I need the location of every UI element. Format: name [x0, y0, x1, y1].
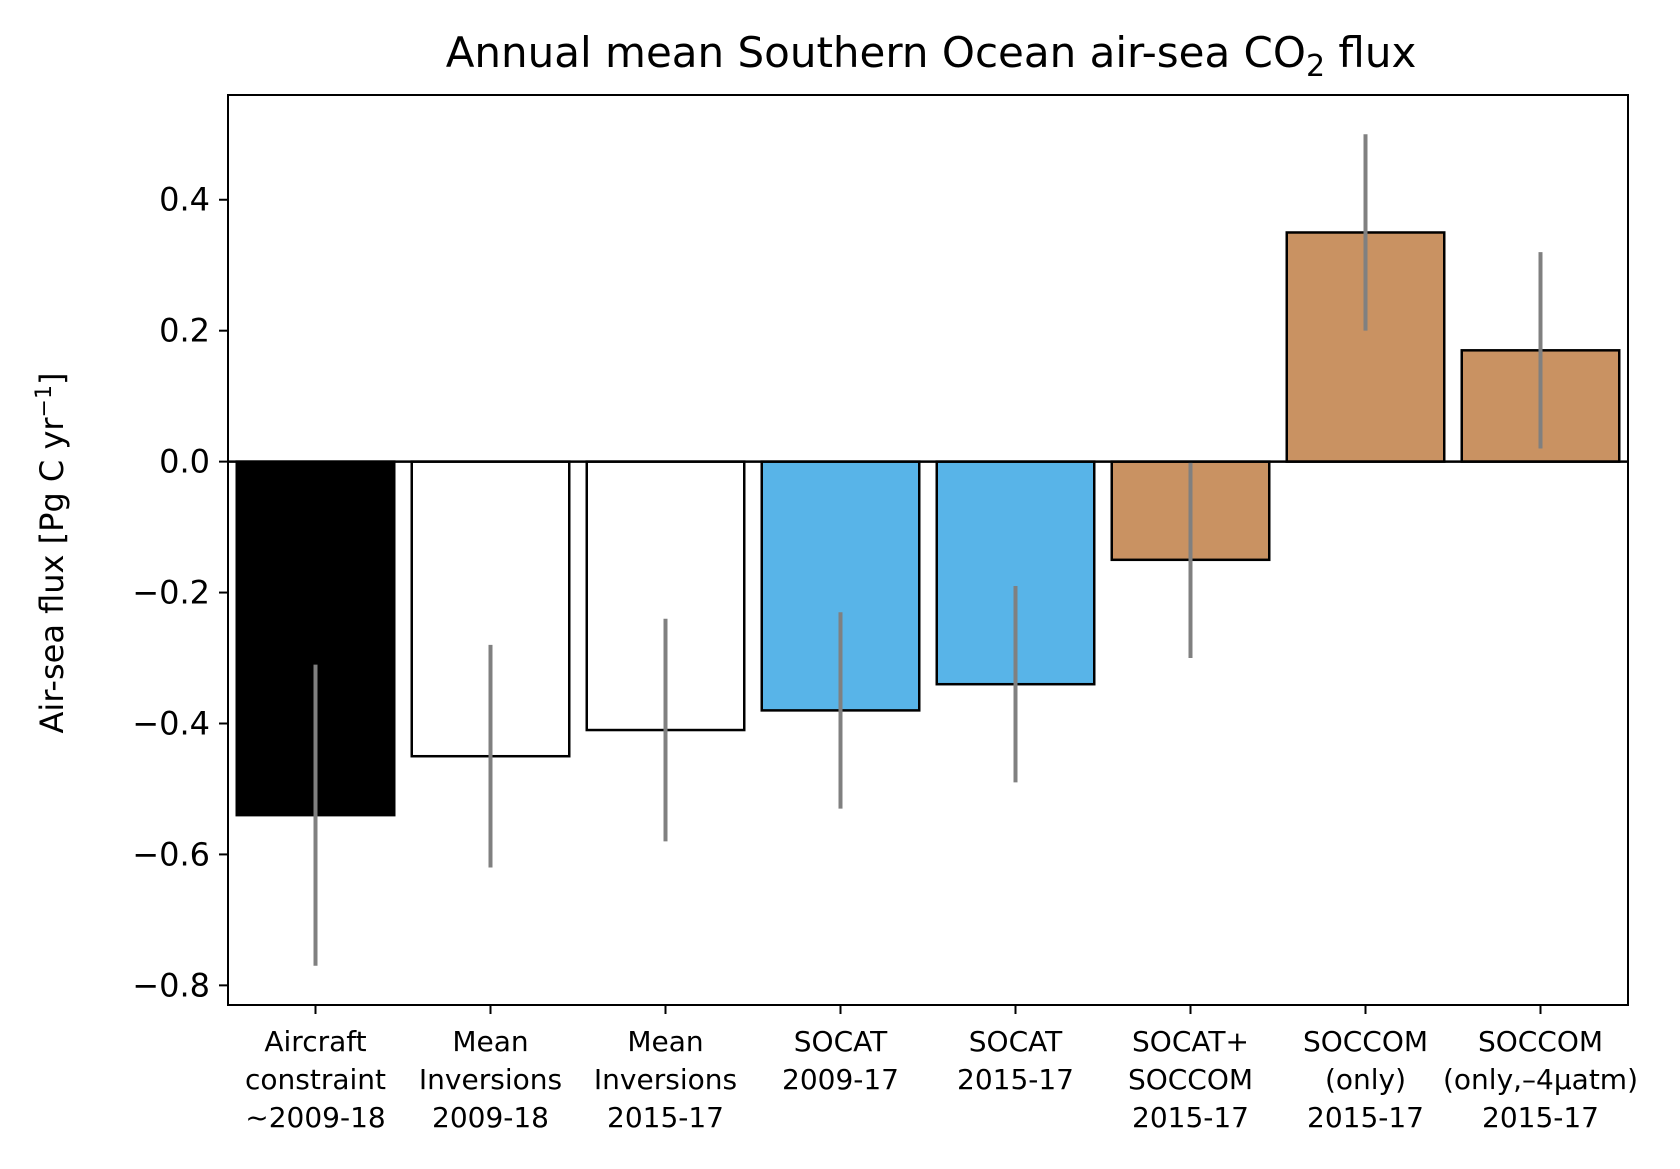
- chart-title-suffix: flux: [1325, 28, 1416, 77]
- x-tick-label: Mean Inversions 2009-18: [419, 1025, 562, 1134]
- y-axis-label: Air-sea flux [Pg C yr−1]: [32, 373, 71, 734]
- y-tick-label: 0.2: [159, 312, 210, 350]
- y-axis-label-main: Air-sea flux [Pg C yr: [33, 417, 71, 734]
- chart-title: Annual mean Southern Ocean air-sea CO2 f…: [446, 28, 1417, 84]
- x-tick-label: Aircraft constraint ~2009-18: [245, 1025, 386, 1134]
- y-axis-ticks: −0.8 −0.6 −0.4 −0.2 0.0 0.2 0.4: [132, 181, 228, 1004]
- bars-group: [235, 231, 1621, 817]
- y-tick-label: −0.2: [132, 574, 210, 612]
- x-tick-label: SOCAT+ SOCCOM 2015-17: [1128, 1025, 1253, 1134]
- x-tick-label: SOCCOM (only) 2015-17: [1303, 1025, 1428, 1134]
- y-tick-label: 0.0: [159, 443, 210, 481]
- chart-title-subscript: 2: [1306, 49, 1325, 84]
- y-tick-label: −0.8: [132, 966, 210, 1004]
- y-tick-label: −0.4: [132, 704, 210, 742]
- plot-frame: [227, 94, 1629, 1006]
- x-tick-label: SOCCOM (only,–4µatm) 2015-17: [1443, 1025, 1638, 1134]
- y-axis-label-superscript: −1: [32, 385, 57, 417]
- x-tick-label: SOCAT 2015-17: [957, 1025, 1074, 1096]
- x-tick-label: Mean Inversions 2015-17: [594, 1025, 737, 1134]
- x-axis-ticks: Aircraft constraint ~2009-18 Mean Inversions…: [245, 1005, 1638, 1134]
- y-axis-label-suffix: ]: [33, 373, 71, 385]
- y-tick-label: 0.4: [159, 181, 210, 219]
- chart-title-main: Annual mean Southern Ocean air-sea CO: [446, 28, 1306, 77]
- y-tick-label: −0.6: [132, 835, 210, 873]
- x-tick-label: SOCAT 2009-17: [782, 1025, 899, 1096]
- error-bars-group: [313, 134, 1543, 966]
